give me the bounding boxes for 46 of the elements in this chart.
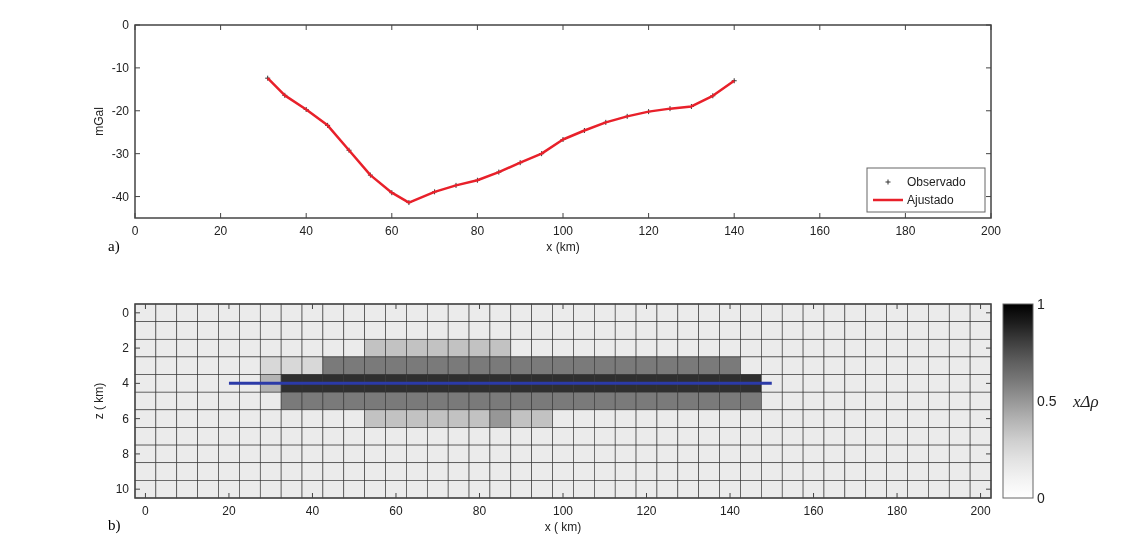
x-tick-label: 100 bbox=[552, 224, 574, 238]
text: b) bbox=[108, 517, 121, 534]
x-tick-label: 80 bbox=[472, 504, 487, 518]
color-bar-label: 0.5 bbox=[1037, 393, 1057, 409]
x-tick-label: 200 bbox=[970, 504, 991, 518]
x-axis-title: x ( km) bbox=[544, 520, 582, 534]
y-tick-label: -30 bbox=[111, 146, 130, 161]
line-series bbox=[266, 76, 736, 204]
x-tick-label: 20 bbox=[213, 224, 228, 238]
color-bar-label: 0 bbox=[1037, 490, 1045, 506]
y-tick-label: 8 bbox=[122, 446, 130, 461]
x-tick-label: 0 bbox=[131, 224, 139, 238]
y-tick-label: 2 bbox=[122, 341, 130, 356]
x-tick-label: 180 bbox=[895, 224, 916, 238]
x-tick-label: 120 bbox=[636, 504, 657, 518]
x-tick-label: 160 bbox=[809, 224, 831, 238]
y-tick-label: 10 bbox=[115, 482, 130, 497]
x-tick-label: 100 bbox=[552, 504, 574, 518]
x-tick-label: 180 bbox=[887, 504, 908, 518]
x-tick-label: 40 bbox=[299, 224, 314, 238]
y-tick-label: -20 bbox=[111, 103, 130, 118]
x-tick-label: 60 bbox=[385, 224, 399, 238]
color-bar-title: xΔρ bbox=[1072, 392, 1099, 411]
x-tick-label: 160 bbox=[803, 504, 824, 518]
y-tick-label: -40 bbox=[111, 189, 130, 204]
x-tick-label: 80 bbox=[470, 224, 485, 238]
legend-label: Observado bbox=[907, 175, 967, 189]
y-axis-title: z ( km) bbox=[92, 382, 106, 420]
x-tick-label: 20 bbox=[222, 504, 236, 518]
text: a) bbox=[108, 238, 120, 255]
y-tick-label: -10 bbox=[111, 60, 130, 75]
x-tick-label: 200 bbox=[980, 224, 1002, 238]
y-tick-label: 6 bbox=[122, 411, 130, 426]
y-axis-title: mGal bbox=[92, 107, 106, 136]
color-bar-label: 1 bbox=[1037, 296, 1045, 312]
legend-label: Ajustado bbox=[907, 193, 955, 207]
x-tick-label: 0 bbox=[142, 504, 150, 518]
y-tick-label: 4 bbox=[122, 376, 130, 391]
y-tick-label: 0 bbox=[122, 305, 130, 320]
x-tick-label: 60 bbox=[389, 504, 403, 518]
x-axis-title: x (km) bbox=[546, 240, 580, 254]
x-tick-label: 40 bbox=[305, 504, 320, 518]
x-tick-label: 120 bbox=[638, 224, 659, 238]
x-tick-label: 140 bbox=[724, 224, 745, 238]
y-tick-label: 0 bbox=[122, 18, 130, 32]
x-tick-label: 140 bbox=[720, 504, 741, 518]
